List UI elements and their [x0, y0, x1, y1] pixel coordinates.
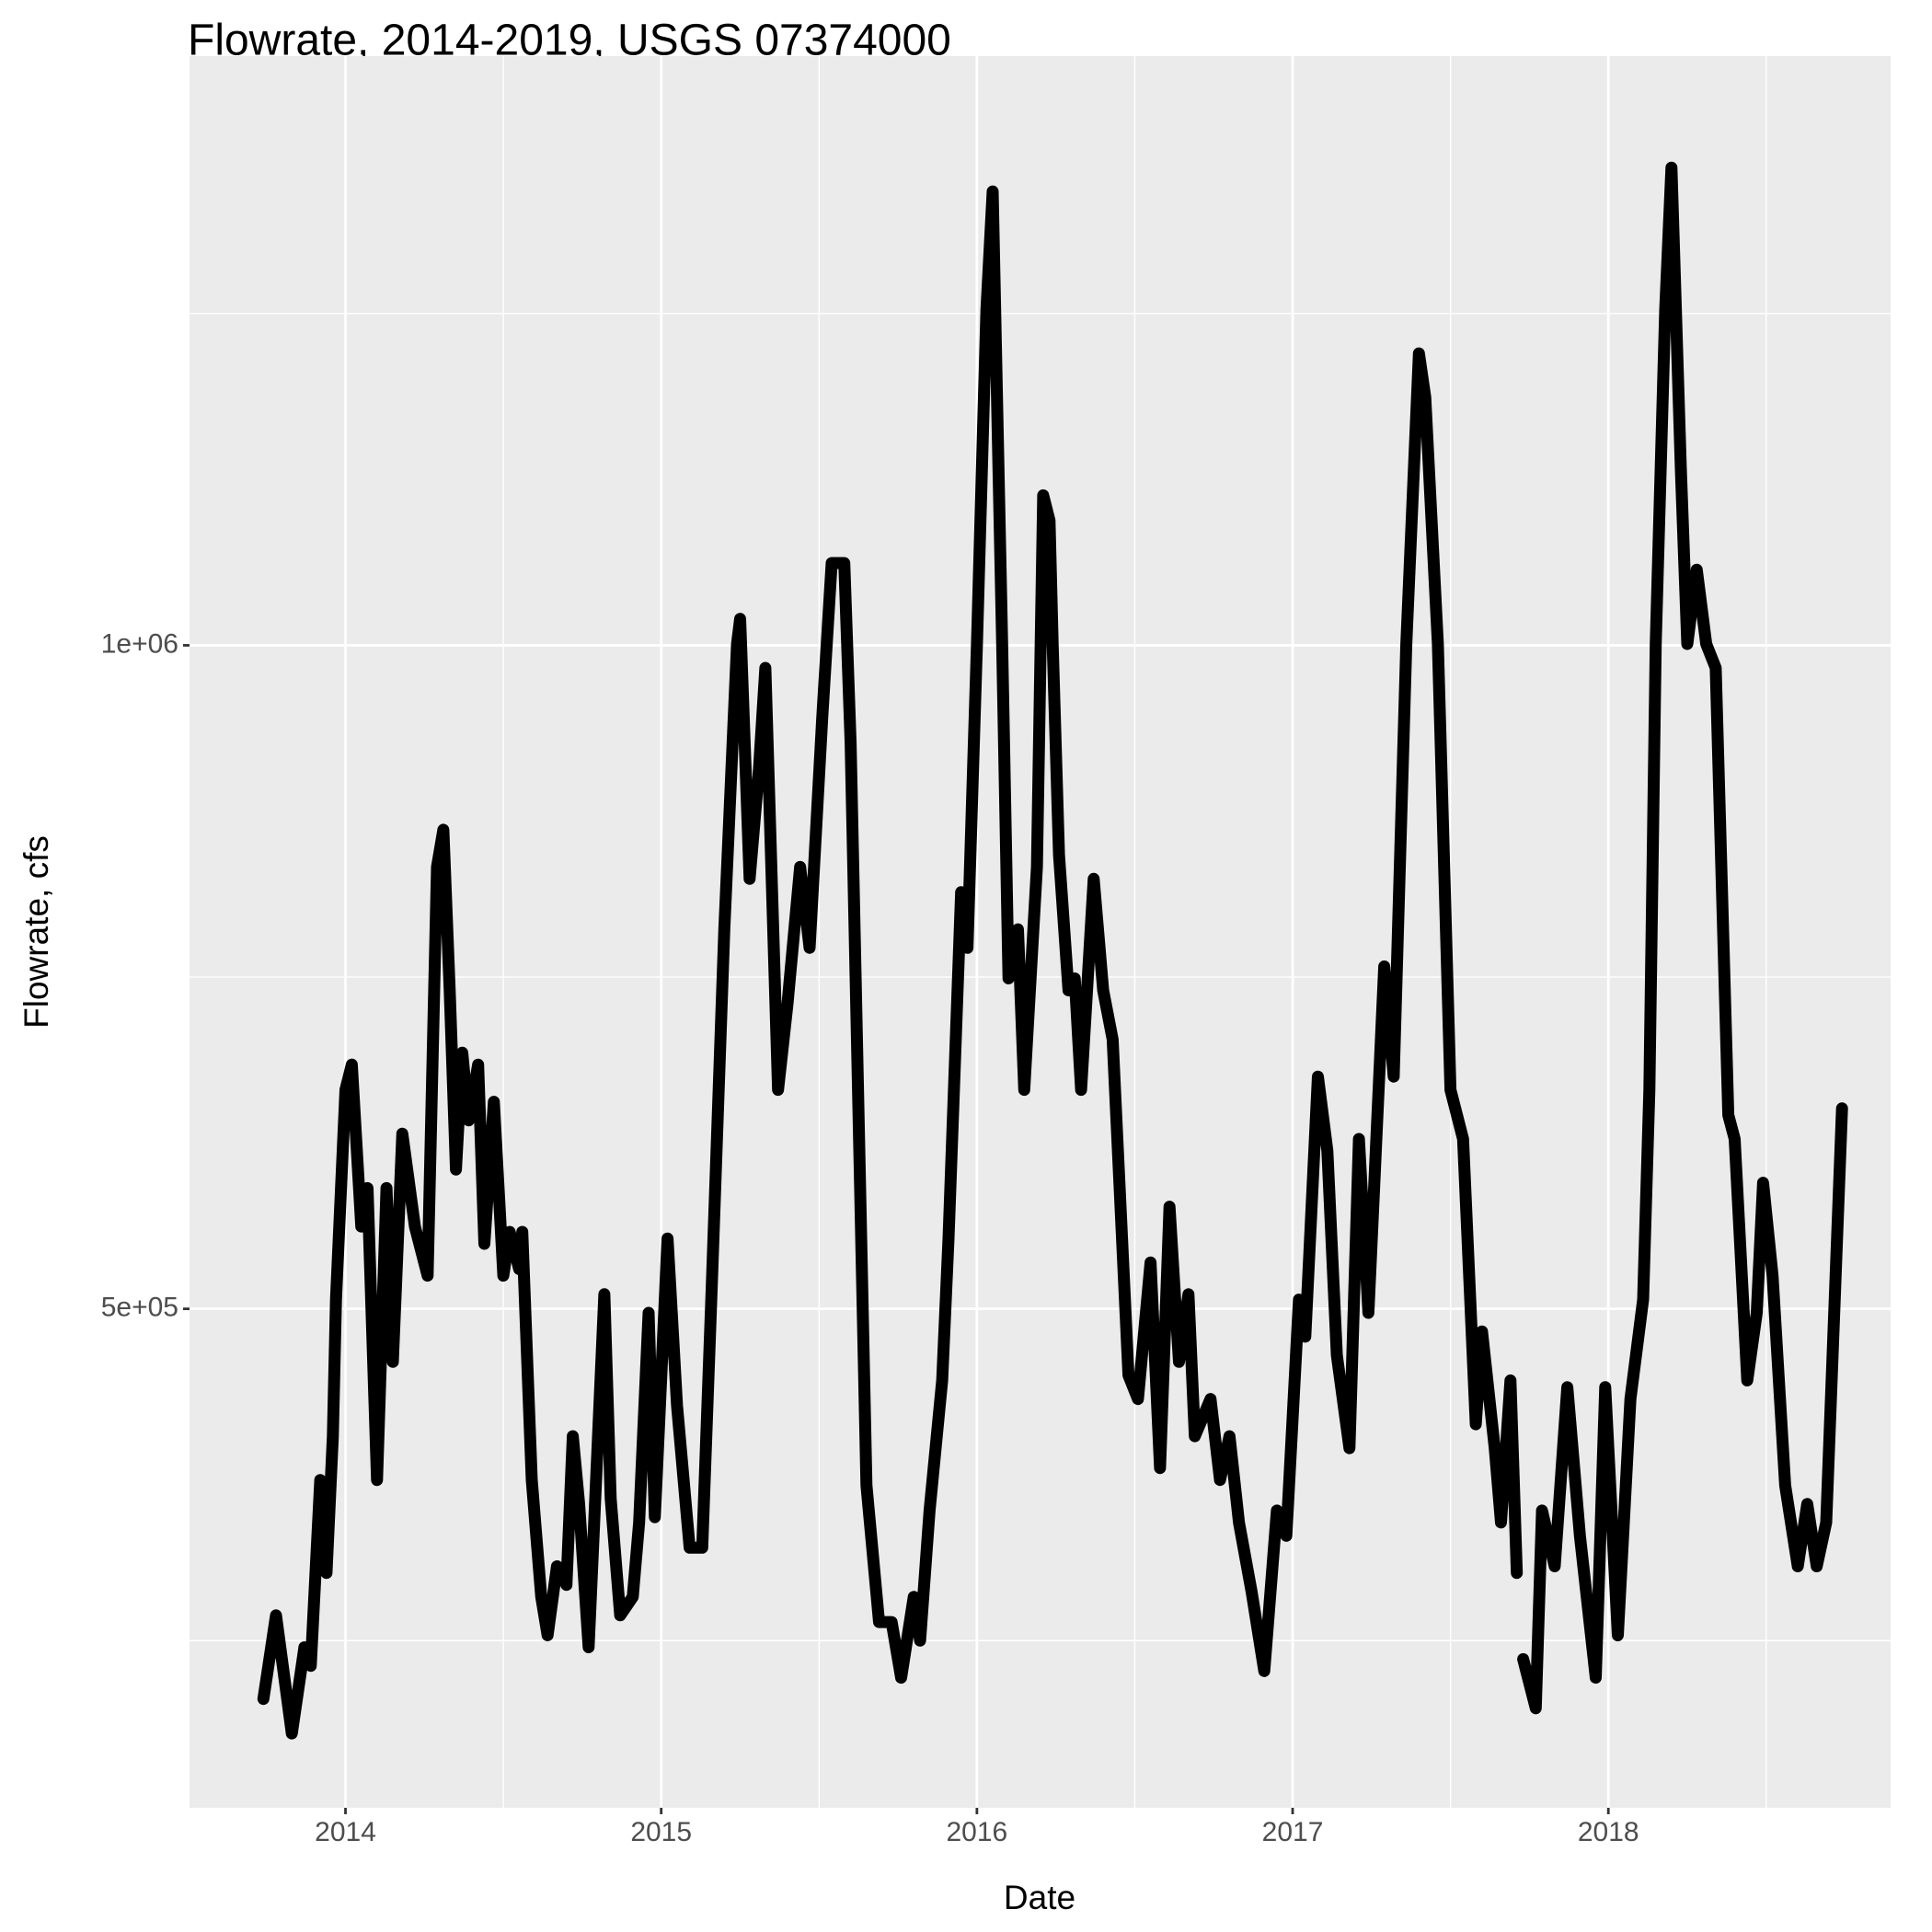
x-axis-title: Date	[1004, 1879, 1075, 1916]
x-tick-label: 2018	[1578, 1817, 1639, 1847]
x-tick-label: 2014	[315, 1817, 376, 1847]
x-tick-label: 2015	[630, 1817, 692, 1847]
y-tick-label: 1e+06	[101, 628, 178, 659]
y-axis-title: Flowrate, cfs	[17, 835, 55, 1029]
x-tick-label: 2017	[1262, 1817, 1324, 1847]
flow-line	[257, 161, 1848, 1740]
y-tick-label: 5e+05	[101, 1293, 178, 1323]
x-tick-label: 2016	[946, 1817, 1007, 1847]
